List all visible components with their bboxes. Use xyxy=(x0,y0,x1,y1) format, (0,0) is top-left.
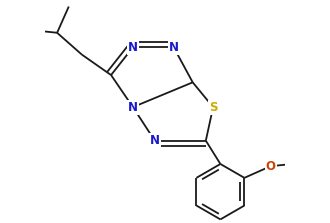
Text: N: N xyxy=(128,101,138,114)
Text: S: S xyxy=(209,101,217,114)
Text: N: N xyxy=(150,134,160,147)
Text: N: N xyxy=(169,41,179,54)
Text: N: N xyxy=(128,41,138,54)
Text: O: O xyxy=(266,160,276,173)
